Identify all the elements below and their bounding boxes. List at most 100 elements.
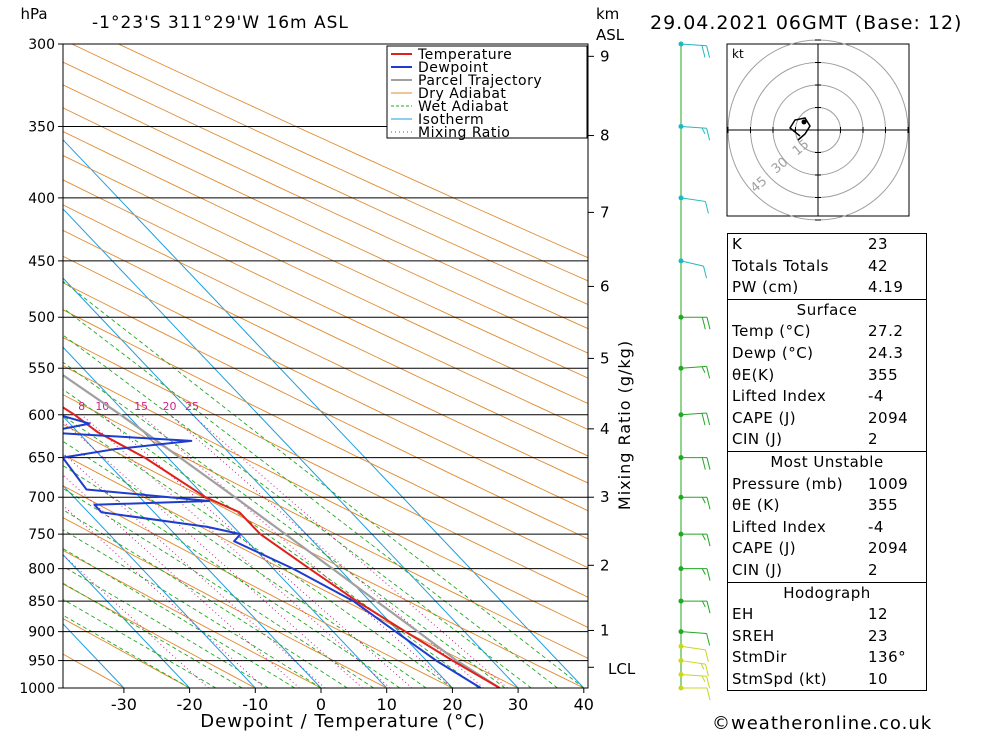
wind-barb-shaft	[680, 197, 706, 202]
mixing-ratio-label: 8	[78, 400, 85, 413]
pressure-tick-label: 600	[28, 408, 55, 424]
pressure-tick-label: 650	[28, 451, 55, 467]
dry-adiabat	[63, 485, 453, 688]
pressure-tick-label: 700	[28, 490, 55, 506]
dry-adiabat	[63, 617, 190, 688]
dry-adiabat	[63, 107, 588, 354]
km-tick-label: 4	[600, 420, 610, 438]
row-k: K 23	[732, 235, 889, 253]
dry-adiabat	[63, 394, 588, 659]
wind-barb-feather	[703, 265, 708, 279]
mixing-ratio-line	[63, 420, 363, 688]
plot-area: 12346810152025	[63, 44, 588, 688]
wind-barb-feather	[706, 128, 711, 141]
km-tick-label: 6	[600, 277, 610, 295]
mixing-ratio-line	[191, 414, 508, 688]
x-tick-label: -20	[177, 695, 203, 714]
wind-barb-feather	[700, 663, 705, 670]
dry-adiabat	[63, 61, 588, 306]
wind-barb-feather	[701, 600, 706, 608]
wind-barb-feather	[704, 663, 709, 677]
wind-barb-shaft	[680, 43, 707, 47]
pressure-tick-label: 950	[28, 654, 55, 670]
dry-adiabat	[63, 204, 588, 457]
wind-barb-shaft	[680, 260, 704, 267]
unit-km: km	[596, 5, 619, 23]
hodograph-trace	[789, 117, 811, 141]
km-tick-label: 9	[600, 47, 610, 65]
plot-frame	[62, 43, 589, 689]
wind-barb-feather	[701, 568, 706, 575]
wind-barb-feather	[701, 413, 706, 426]
pressure-tick-label: 500	[28, 310, 55, 326]
unit-asl: ASL	[596, 26, 625, 44]
wind-barb-feather	[706, 568, 711, 581]
x-tick-label: -10	[242, 695, 268, 714]
legend-dry-adiabat: Dry Adiabat	[418, 86, 506, 102]
legend-mixing-ratio: Mixing Ratio	[418, 125, 510, 141]
mixing-ratio-label: 10	[95, 400, 109, 413]
legend-temperature: Temperature	[417, 47, 512, 63]
dry-adiabat	[63, 282, 588, 540]
wind-barb-shaft	[680, 631, 707, 634]
isotherm-line	[63, 139, 585, 688]
lcl-label: LCL	[608, 660, 636, 678]
parcel-trajectory-line	[63, 373, 501, 688]
row-stmdir: StmDir 136°	[732, 648, 907, 667]
row-mu-cape: CAPE (J) 2094	[732, 539, 909, 558]
dry-adiabat	[117, 44, 588, 259]
wind-barb-feather	[701, 675, 706, 683]
wind-barb-feather	[706, 317, 711, 330]
hodograph-title: Hodograph	[783, 583, 871, 602]
row-stmspd: StmSpd (kt) 10	[732, 669, 889, 688]
row-dewp: Dewp (°C) 24.3	[732, 343, 904, 362]
wind-barb-feather	[701, 366, 706, 373]
dry-adiabat	[63, 155, 588, 405]
indices-block: K 23 Totals Totals 42 PW (cm) 4.19	[727, 233, 927, 299]
pressure-tick-label: 350	[28, 119, 55, 135]
row-eh: EH 12	[732, 605, 889, 624]
wet-adiabat	[63, 307, 558, 688]
pressure-tick-label: 450	[28, 254, 55, 270]
mixing-ratio-line	[81, 414, 391, 688]
pressure-tick-label: 850	[28, 594, 55, 610]
wind-barb-feather	[701, 457, 706, 470]
x-tick-label: 0	[316, 695, 326, 714]
wet-adiabat	[63, 565, 269, 688]
wind-barb-shaft	[680, 673, 707, 677]
wind-barb-shaft	[680, 125, 707, 129]
unit-hpa: hPa	[20, 5, 47, 23]
axes: 3003504004505005506006507007508008509009…	[19, 37, 609, 714]
km-tick-label: 8	[600, 127, 610, 145]
km-tick-label: 7	[600, 203, 610, 221]
wind-barb-feather	[704, 649, 709, 662]
mixing-ratio-label: 20	[162, 400, 176, 413]
wind-barb-feather	[701, 533, 706, 541]
legend-dewpoint: Dewpoint	[418, 60, 489, 76]
dry-adiabat	[63, 84, 588, 330]
wind-barb-feather	[706, 366, 711, 379]
dewpoint-line	[63, 415, 482, 688]
row-theta: θE(K) 355	[732, 365, 899, 384]
wind-barb-shaft	[680, 660, 706, 665]
dry-adiabat	[63, 653, 125, 688]
hodograph-unit: kt	[732, 47, 744, 61]
dry-adiabat	[63, 255, 588, 512]
x-tick-label: 10	[377, 695, 397, 714]
legend-parcel: Parcel Trajectory	[418, 73, 542, 89]
wind-barb-feather	[701, 127, 706, 135]
pressure-tick-label: 400	[28, 191, 55, 207]
dry-adiabat	[63, 549, 322, 688]
most-unstable-title: Most Unstable	[770, 452, 884, 471]
mixing-ratio-line	[169, 414, 484, 688]
wind-barb-feather	[706, 457, 711, 470]
row-mu-theta: θE (K) 355	[732, 496, 899, 515]
x-tick-label: 30	[508, 695, 528, 714]
km-tick-label: 3	[600, 488, 610, 506]
datetime-title: 29.04.2021 06GMT (Base: 12)	[650, 12, 962, 34]
wind-barbs	[678, 41, 711, 701]
wet-adiabat	[63, 487, 374, 688]
isotherm-line	[63, 415, 322, 688]
